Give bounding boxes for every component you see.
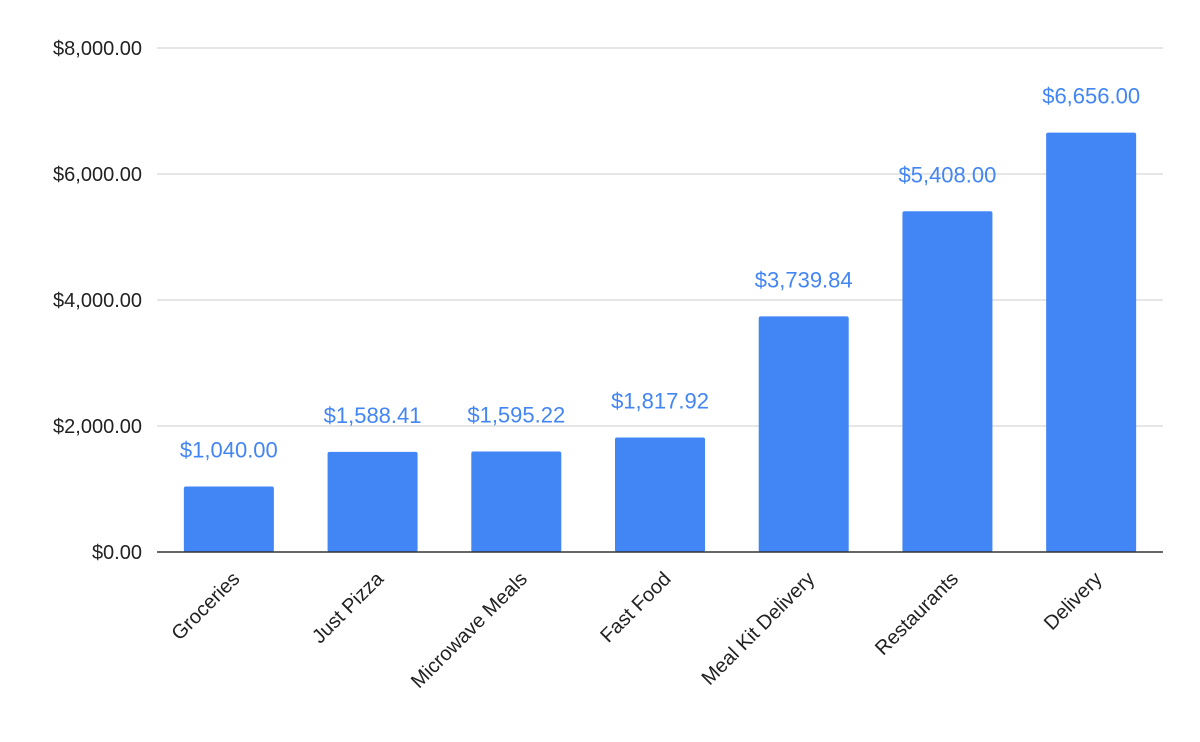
x-tick-label: Restaurants [871,568,963,660]
x-tick-label: Groceries [168,568,245,645]
bar-groceries [183,486,274,552]
data-label: $1,595.22 [467,403,565,428]
bar-delivery [1046,132,1137,552]
bar-meal-kit-delivery [758,316,849,552]
data-label: $5,408.00 [898,162,996,187]
data-label: $6,656.00 [1042,84,1140,109]
y-tick-label: $0.00 [92,542,142,564]
data-label: $1,040.00 [180,437,278,462]
y-axis: $0.00 $2,000.00 $4,000.00 $6,000.00 $8,000.0… [53,38,142,564]
data-label: $3,739.84 [755,267,853,292]
bar-fast-food [615,437,705,552]
x-tick-label: Delivery [1040,568,1107,635]
y-tick-label: $8,000.00 [53,38,142,60]
x-tick-label: Meal Kit Delivery [698,568,820,690]
bars [183,132,1137,552]
data-labels: $1,040.00 $1,588.41 $1,595.22 $1,817.92 $3,7… [180,84,1140,463]
x-axis: Groceries Just Pizza Microwave Meals Fast F… [168,567,1107,692]
x-tick-label: Just Pizza [308,567,389,648]
x-tick-label: Microwave Meals [407,568,532,693]
bar-microwave-meals [471,451,562,552]
bar-restaurants [902,211,993,552]
y-tick-label: $4,000.00 [53,290,142,312]
y-tick-label: $2,000.00 [53,416,142,438]
gridlines [157,47,1163,427]
data-label: $1,588.41 [324,403,422,428]
data-label: $1,817.92 [611,388,709,413]
x-tick-label: Fast Food [596,568,675,647]
bar-just-pizza [327,451,418,552]
y-tick-label: $6,000.00 [53,164,142,186]
